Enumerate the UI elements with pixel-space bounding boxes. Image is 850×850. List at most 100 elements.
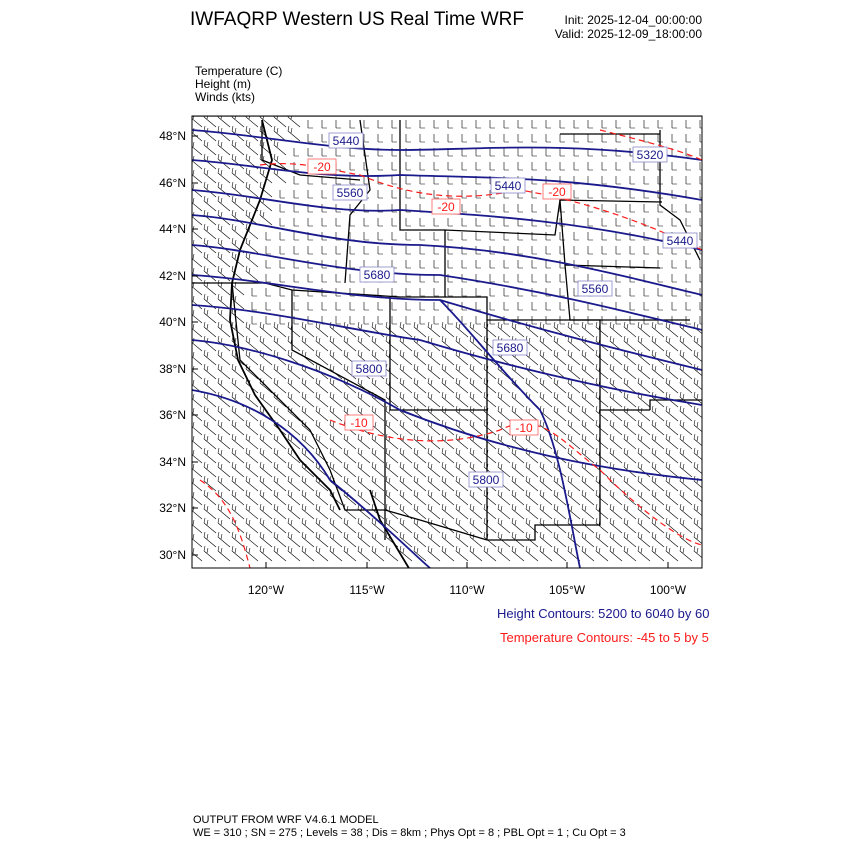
wind-barb: [609, 447, 623, 464]
wind-barb: [287, 363, 301, 380]
wind-barb: [531, 246, 537, 255]
wind-barb: [441, 363, 455, 380]
wind-barb: [587, 246, 593, 255]
wind-barb: [217, 517, 231, 534]
wind-barb: [203, 363, 217, 380]
wind-barb: [203, 125, 217, 142]
wind-barb: [413, 503, 427, 520]
wind-barb: [693, 517, 702, 531]
wind-barb: [489, 120, 495, 129]
wind-barb: [391, 190, 397, 199]
wind-barb: [489, 134, 495, 143]
wind-barb: [315, 391, 329, 408]
wind-barb: [399, 517, 413, 534]
wind-barb: [489, 232, 495, 241]
wind-barb: [321, 148, 327, 157]
wind-barb: [441, 447, 455, 464]
wind-barb: [427, 363, 441, 380]
wind-barb: [559, 148, 565, 157]
wind-barb: [623, 405, 637, 422]
wind-barb: [469, 419, 483, 436]
wind-barb: [251, 316, 257, 325]
wind-barb: [413, 419, 427, 436]
wind-barb: [217, 116, 231, 128]
wind-barb: [217, 349, 231, 366]
wind-barb: [192, 141, 203, 156]
wind-barb: [363, 120, 369, 129]
wind-barb: [413, 545, 427, 562]
wind-barb: [192, 239, 203, 254]
wind-barb: [629, 302, 635, 311]
wind-barb: [615, 148, 621, 157]
wind-barb: [601, 120, 607, 129]
wind-barb: [665, 461, 679, 478]
wind-barb: [461, 246, 467, 255]
wind-barb: [399, 545, 413, 562]
wind-barb: [503, 232, 509, 241]
lon-tick-label: 105°W: [549, 583, 586, 597]
wind-barb: [307, 274, 313, 283]
wind-barb: [665, 503, 679, 520]
wind-barb: [545, 148, 551, 157]
wind-barb: [273, 489, 287, 506]
wind-barb: [651, 503, 665, 520]
wind-barb: [307, 176, 313, 185]
wind-barb: [371, 433, 385, 450]
wind-barb: [203, 307, 217, 324]
wind-barb: [679, 531, 693, 548]
field-height: Height (m): [195, 77, 252, 91]
wind-barb: [455, 391, 469, 408]
wind-barb: [525, 335, 539, 352]
wind-barb: [567, 363, 581, 380]
wind-barb: [587, 190, 593, 199]
wind-barb: [217, 265, 231, 282]
wind-barb: [693, 335, 702, 349]
wind-barb: [203, 461, 217, 478]
wind-barb: [511, 461, 525, 478]
wind-barb: [559, 302, 565, 311]
wind-barb: [371, 545, 385, 562]
wind-barb: [315, 405, 329, 422]
lon-tick-label: 100°W: [650, 583, 687, 597]
wind-barb: [503, 274, 509, 283]
wind-barb: [517, 162, 523, 171]
wind-barb: [203, 405, 217, 422]
map-title: IWFAQRP Western US Real Time WRF: [190, 9, 524, 30]
wind-barb: [315, 433, 329, 450]
wind-barb: [693, 419, 702, 433]
wind-barb: [685, 162, 691, 171]
wind-barb: [217, 461, 231, 478]
wind-barb: [629, 162, 635, 171]
wind-barb: [531, 204, 537, 213]
wind-barb: [192, 393, 203, 408]
wind-barb: [447, 176, 453, 185]
wind-barb: [665, 363, 679, 380]
wind-barb: [217, 433, 231, 450]
wind-barb: [391, 176, 397, 185]
wind-barb: [287, 391, 301, 408]
wind-barb: [525, 377, 539, 394]
wind-barb: [475, 302, 481, 311]
wind-barb: [615, 288, 621, 297]
wind-barb: [259, 545, 273, 562]
wind-barb: [335, 218, 341, 227]
wind-barb: [192, 253, 203, 268]
wind-barb: [287, 116, 301, 128]
wind-barb: [427, 433, 441, 450]
wind-barb: [413, 363, 427, 380]
height-label-box: [492, 339, 528, 356]
wind-barb: [615, 246, 621, 255]
wind-barb: [455, 517, 469, 534]
wind-barb: [679, 461, 693, 478]
wind-barb: [587, 120, 593, 129]
wind-barb: [531, 260, 537, 269]
wind-barb: [693, 503, 702, 517]
wind-barb: [399, 531, 413, 548]
wind-barb: [203, 195, 217, 212]
wind-barb: [231, 363, 245, 380]
wind-barb: [693, 461, 702, 475]
wind-barb: [441, 433, 455, 450]
wind-barb: [287, 545, 301, 562]
wind-barb: [192, 421, 203, 436]
